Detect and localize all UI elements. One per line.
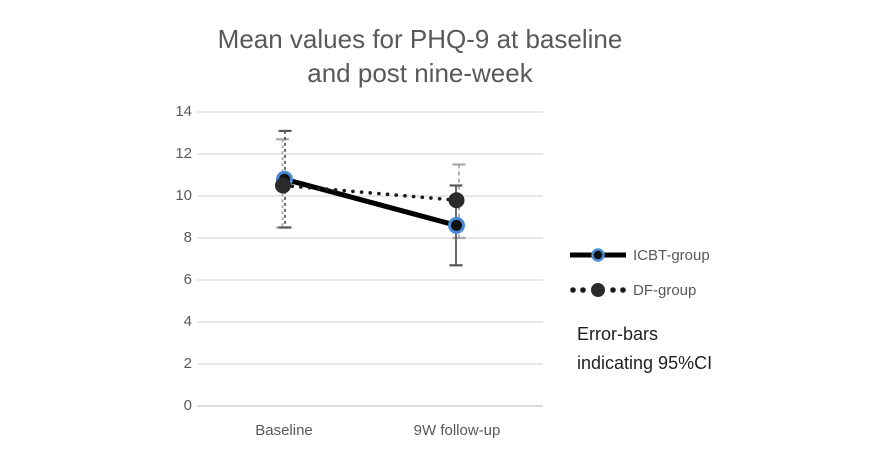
df-dot — [620, 287, 626, 293]
icbt-series-line — [282, 176, 459, 228]
y-tick-label-4: 4 — [183, 313, 192, 330]
y-tick-label-8: 8 — [183, 229, 192, 246]
icbt-line-swatch-icon — [570, 248, 626, 262]
df-dot — [610, 287, 616, 293]
df-dot — [580, 287, 586, 293]
y-tick-label-14: 14 — [175, 103, 192, 120]
y-tick-label-2: 2 — [183, 355, 192, 372]
y-tick-label-0: 0 — [183, 397, 192, 414]
error-bar-note-line-1: Error-bars — [577, 324, 659, 344]
chart-title-line-2: and post nine-week — [307, 58, 533, 88]
df-series-line — [281, 183, 459, 202]
x-axis-label-followup: 9W follow-up — [413, 422, 501, 439]
chart-title: Mean values for PHQ-9 at baseline and po… — [120, 22, 720, 90]
legend-item-icbt: ICBT-group — [569, 244, 710, 266]
error-bar-note-line-2: indicating 95%CI — [577, 353, 713, 373]
df-marker-baseline — [275, 177, 291, 194]
df-dot — [570, 287, 576, 293]
icbt-marker-followup — [448, 216, 465, 234]
legend-label-df: DF-group — [633, 281, 697, 299]
error-bar-note: Error-bars indicating 95%CI — [577, 320, 712, 378]
y-tick-label-10: 10 — [175, 187, 192, 204]
chart-title-line-1: Mean values for PHQ-9 at baseline — [217, 24, 623, 54]
legend-label-icbt: ICBT-group — [633, 246, 710, 264]
y-tick-label-6: 6 — [183, 271, 192, 288]
legend-item-df: DF-group — [569, 279, 696, 301]
df-marker-followup — [448, 192, 465, 209]
y-tick-label-12: 12 — [175, 145, 192, 162]
x-axis-label-baseline: Baseline — [255, 422, 313, 439]
df-dotted-swatch-icon — [570, 283, 626, 297]
